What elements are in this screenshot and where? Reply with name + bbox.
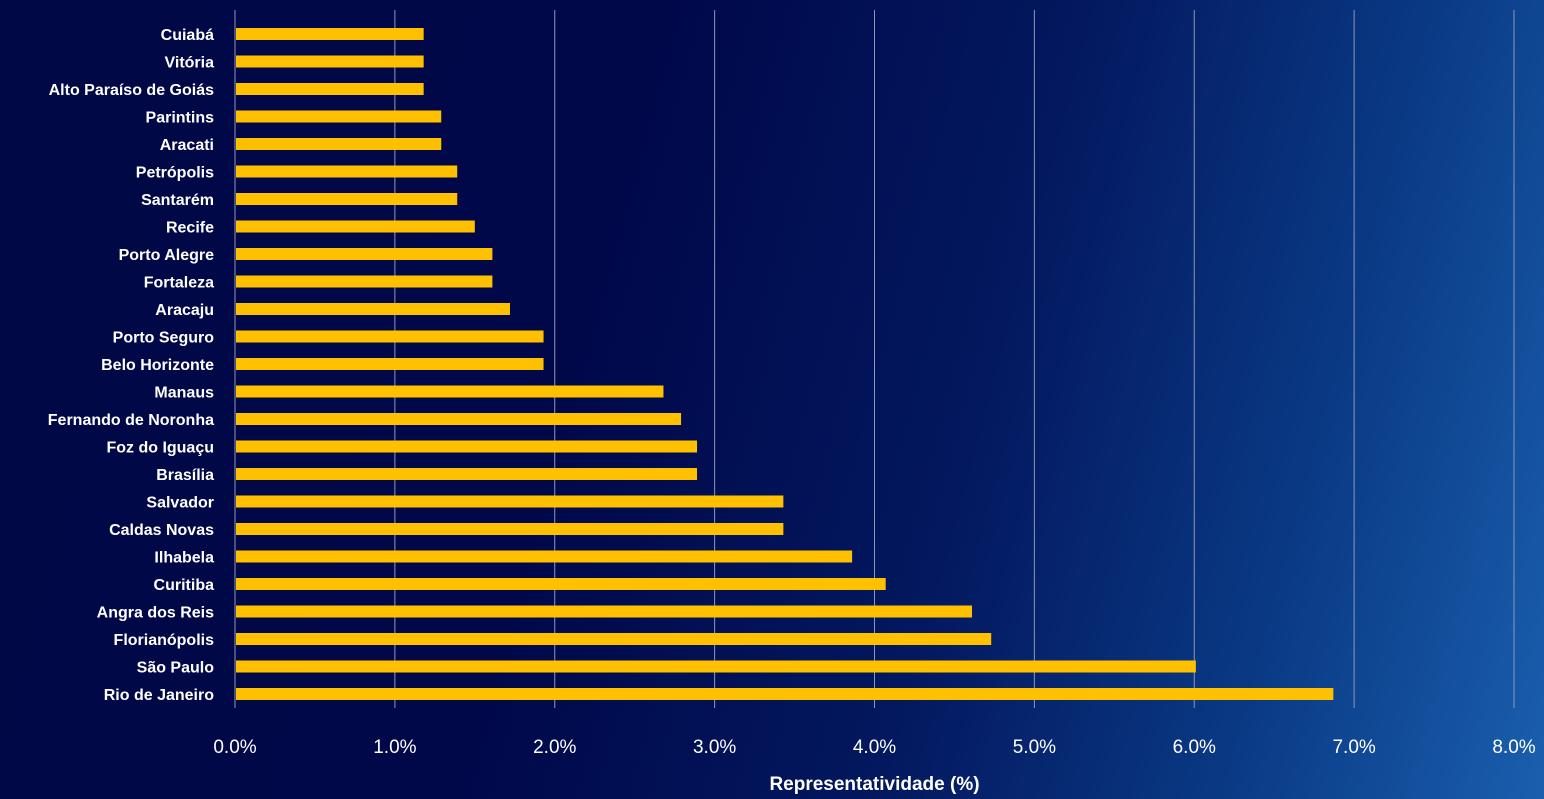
category-label: Parintins	[146, 110, 215, 127]
bar	[236, 495, 784, 508]
x-tick-label: 3.0%	[693, 737, 736, 758]
category-label: Alto Paraíso de Goiás	[49, 82, 214, 99]
category-label: Cuiabá	[161, 27, 214, 44]
x-axis-title: Representatividade (%)	[769, 774, 979, 795]
bar	[236, 550, 853, 563]
bar	[236, 523, 784, 535]
category-label: Fernando de Noronha	[48, 412, 214, 429]
category-label: Foz do Iguaçu	[106, 440, 214, 457]
bar	[236, 660, 1196, 673]
x-tick-label: 8.0%	[1492, 737, 1535, 758]
x-tick-label: 1.0%	[373, 737, 416, 758]
x-tick-label: 4.0%	[853, 737, 896, 758]
category-label: Fortaleza	[144, 275, 214, 292]
bar	[236, 138, 442, 150]
category-label: Manaus	[154, 385, 214, 402]
bar	[236, 468, 698, 480]
bar	[236, 303, 510, 315]
bar	[236, 248, 493, 260]
bar	[236, 110, 442, 123]
category-label: Vitória	[165, 55, 215, 72]
category-label: Santarém	[141, 192, 214, 209]
x-tick-label: 0.0%	[213, 737, 256, 758]
x-tick-label: 5.0%	[1013, 737, 1056, 758]
bar	[236, 330, 544, 343]
bar	[236, 193, 458, 205]
category-label: Salvador	[146, 495, 214, 512]
bar	[236, 275, 493, 288]
category-label: Porto Alegre	[119, 247, 215, 264]
bar	[236, 385, 664, 398]
category-label: Petrópolis	[136, 165, 214, 182]
category-label: Porto Seguro	[113, 330, 215, 347]
x-tick-label: 2.0%	[533, 737, 576, 758]
bar	[236, 413, 682, 425]
bar	[236, 633, 992, 645]
category-label: Belo Horizonte	[101, 357, 214, 374]
bar	[236, 605, 973, 618]
x-tick-label: 7.0%	[1332, 737, 1375, 758]
category-label: Brasília	[156, 467, 214, 484]
bar	[236, 28, 424, 40]
category-label: Rio de Janeiro	[104, 687, 214, 704]
bar	[236, 220, 475, 233]
bar	[236, 358, 544, 370]
bar	[236, 55, 424, 68]
category-label: Recife	[166, 220, 214, 237]
category-label: Aracati	[160, 137, 214, 154]
x-tick-label: 6.0%	[1173, 737, 1216, 758]
category-label: Angra dos Reis	[97, 605, 214, 622]
bar	[236, 578, 886, 590]
category-label: Florianópolis	[114, 632, 215, 649]
category-label: Ilhabela	[154, 550, 214, 567]
category-label: São Paulo	[137, 660, 215, 677]
category-label: Caldas Novas	[109, 522, 214, 539]
bar	[236, 83, 424, 95]
bar	[236, 440, 698, 453]
bar	[236, 688, 1334, 700]
category-label: Curitiba	[154, 577, 215, 594]
category-label: Aracaju	[155, 302, 214, 319]
bar	[236, 165, 458, 178]
